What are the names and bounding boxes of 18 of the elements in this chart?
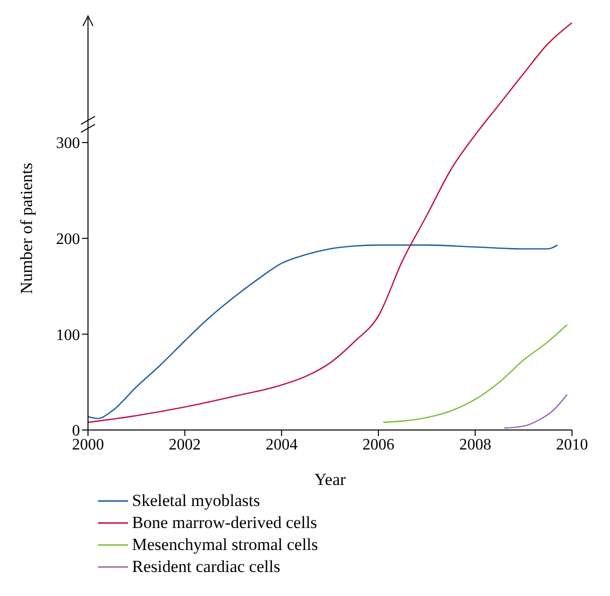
y-tick-label: 200 (56, 231, 80, 248)
x-tick-label: 2006 (362, 436, 394, 454)
legend-label: Skeletal myoblasts (132, 491, 260, 511)
line-series (88, 22, 572, 423)
x-tick-label: 2008 (459, 436, 492, 454)
line-series (88, 244, 558, 420)
y-tick-label: 300 (56, 135, 80, 152)
legend-label: Mesenchymal stromal cells (132, 535, 318, 555)
legend-label: Resident cardiac cells (132, 557, 280, 577)
y-tick-label: 100 (56, 326, 80, 344)
x-tick-label: 2010 (556, 436, 588, 454)
legend-label: Bone marrow-derived cells (132, 513, 318, 533)
y-axis-title: Number of patients (17, 162, 36, 294)
x-tick-label: 2004 (266, 436, 298, 454)
line-series (382, 324, 568, 423)
x-tick-label: 2002 (168, 436, 201, 454)
x-axis-title: Year (314, 470, 346, 489)
line-series (504, 394, 568, 429)
